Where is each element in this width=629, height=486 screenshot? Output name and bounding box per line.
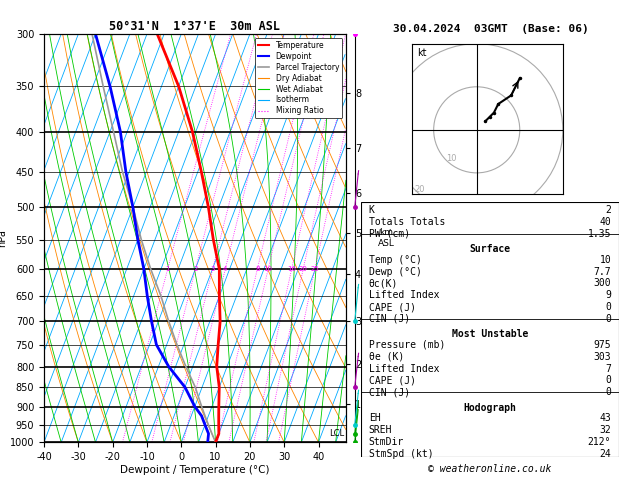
Text: 7.7: 7.7 <box>594 267 611 277</box>
Text: CIN (J): CIN (J) <box>369 314 410 324</box>
Text: 3: 3 <box>210 266 215 272</box>
Text: 975: 975 <box>594 340 611 350</box>
Text: 10: 10 <box>599 255 611 265</box>
Text: Most Unstable: Most Unstable <box>452 329 528 339</box>
Y-axis label: hPa: hPa <box>0 229 7 247</box>
Text: θc(K): θc(K) <box>369 278 398 289</box>
Text: Lifted Index: Lifted Index <box>369 290 439 300</box>
Text: 0: 0 <box>605 302 611 312</box>
Text: Totals Totals: Totals Totals <box>369 217 445 227</box>
Text: 0: 0 <box>605 314 611 324</box>
Text: 1: 1 <box>165 266 170 272</box>
Y-axis label: km
ASL: km ASL <box>378 228 394 248</box>
Text: 300: 300 <box>594 278 611 289</box>
Text: LCL: LCL <box>329 429 344 438</box>
Text: 30.04.2024  03GMT  (Base: 06): 30.04.2024 03GMT (Base: 06) <box>392 24 589 34</box>
Text: Hodograph: Hodograph <box>464 402 516 413</box>
Text: 7: 7 <box>605 364 611 374</box>
Text: θe (K): θe (K) <box>369 352 404 362</box>
Text: 40: 40 <box>599 217 611 227</box>
Text: 16: 16 <box>287 266 296 272</box>
Text: 32: 32 <box>599 425 611 435</box>
Text: 2: 2 <box>605 205 611 215</box>
Text: 25: 25 <box>311 266 320 272</box>
Text: Dewp (°C): Dewp (°C) <box>369 267 421 277</box>
Text: 2: 2 <box>193 266 198 272</box>
Text: 4: 4 <box>223 266 228 272</box>
Text: 9: 9 <box>605 290 611 300</box>
Text: CAPE (J): CAPE (J) <box>369 302 416 312</box>
Text: 43: 43 <box>599 413 611 423</box>
Text: 20: 20 <box>299 266 308 272</box>
Text: 1.35: 1.35 <box>587 229 611 239</box>
Text: Pressure (mb): Pressure (mb) <box>369 340 445 350</box>
Legend: Temperature, Dewpoint, Parcel Trajectory, Dry Adiabat, Wet Adiabat, Isotherm, Mi: Temperature, Dewpoint, Parcel Trajectory… <box>255 38 342 119</box>
Text: © weatheronline.co.uk: © weatheronline.co.uk <box>428 464 552 474</box>
Text: Lifted Index: Lifted Index <box>369 364 439 374</box>
Title: 50°31'N  1°37'E  30m ASL: 50°31'N 1°37'E 30m ASL <box>109 20 281 33</box>
Text: Surface: Surface <box>469 244 511 254</box>
Text: CAPE (J): CAPE (J) <box>369 375 416 385</box>
Text: SREH: SREH <box>369 425 392 435</box>
X-axis label: Dewpoint / Temperature (°C): Dewpoint / Temperature (°C) <box>120 465 270 475</box>
Text: StmDir: StmDir <box>369 437 404 447</box>
Text: Temp (°C): Temp (°C) <box>369 255 421 265</box>
Text: 0: 0 <box>605 387 611 397</box>
Text: EH: EH <box>369 413 381 423</box>
Text: 10: 10 <box>446 154 456 163</box>
Text: 303: 303 <box>594 352 611 362</box>
Text: K: K <box>369 205 375 215</box>
Text: kt: kt <box>416 48 426 58</box>
Text: 20: 20 <box>415 185 425 194</box>
Text: StmSpd (kt): StmSpd (kt) <box>369 449 433 459</box>
Text: 0: 0 <box>605 375 611 385</box>
Text: 10: 10 <box>264 266 272 272</box>
Text: PW (cm): PW (cm) <box>369 229 410 239</box>
Text: 8: 8 <box>255 266 260 272</box>
Text: 212°: 212° <box>587 437 611 447</box>
Text: CIN (J): CIN (J) <box>369 387 410 397</box>
Text: 24: 24 <box>599 449 611 459</box>
